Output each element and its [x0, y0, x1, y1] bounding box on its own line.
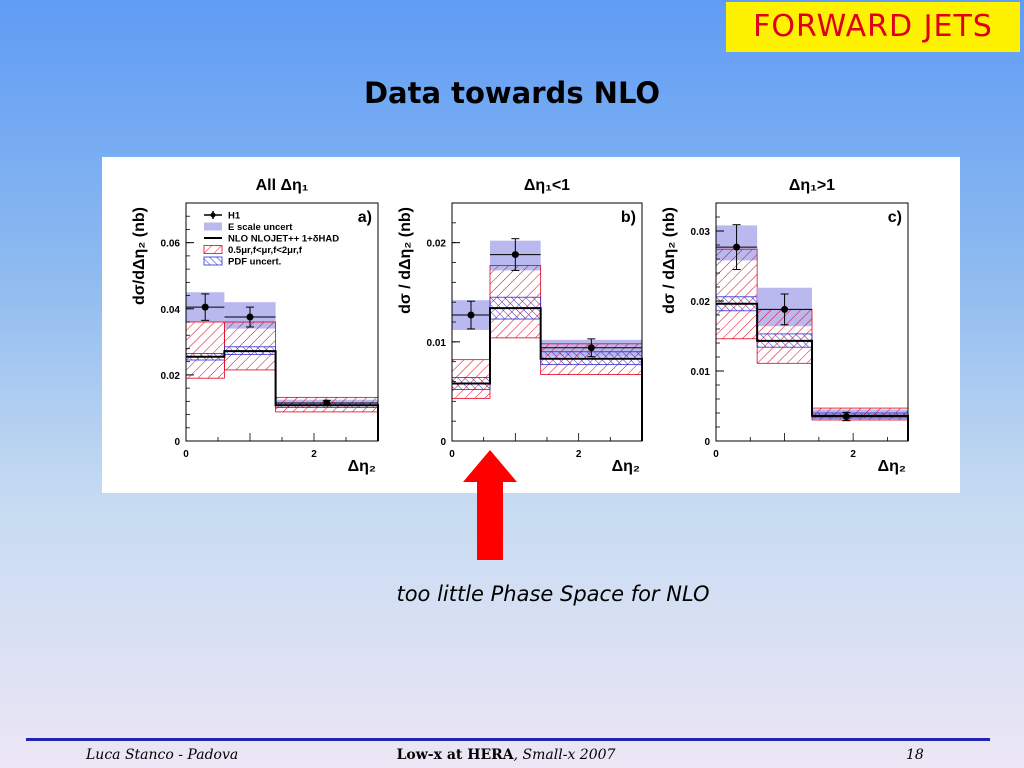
histogram-figure: 0 0.02 0.04 0.06 0 2 a) All Δη₁ Δη₂ dσ/dΔη₂ (nb) H… [131, 177, 909, 475]
x-axis-label: Δη₂ [612, 458, 640, 475]
y-tick-label: 0.06 [161, 239, 181, 250]
y-tick-label: 0.02 [427, 239, 447, 250]
panel-title: Δη₁<1 [524, 177, 570, 194]
section-badge: FORWARD JETS [726, 2, 1020, 52]
caption: too little Phase Space for NLO [396, 582, 710, 606]
h1-point [842, 413, 850, 420]
h1-point [511, 251, 519, 259]
legend-label: E scale uncert [228, 222, 293, 233]
legend-swatch-scale [203, 245, 223, 254]
h1-point [467, 311, 475, 319]
legend-label: 0.5μr,f<μr,f<2μr,f [228, 245, 303, 256]
y-tick-label: 0.01 [691, 367, 711, 378]
y-tick-label: 0 [174, 437, 180, 448]
footer-event-name: Low-x at HERA [396, 747, 514, 763]
y-tick-label: 0.02 [161, 371, 181, 382]
y-tick-label: 0.04 [161, 305, 181, 316]
panel-title: All Δη₁ [256, 177, 309, 194]
up-arrow-icon [463, 450, 517, 564]
panel-3: 0 0.01 0.02 0.03 0 2 c) Δη₁>1 Δη₂ dσ / dΔη₂ (nb) [661, 177, 909, 475]
legend-label: H1 [228, 211, 241, 222]
y-axis-label: dσ / dΔη₂ (nb) [397, 207, 414, 314]
x-tick-label: 2 [576, 449, 582, 460]
h1-point [201, 303, 209, 311]
y-tick-label: 0.03 [691, 227, 711, 238]
slide-title: Data towards NLO [363, 76, 661, 110]
h1-point [587, 344, 595, 352]
page-number: 18 [906, 747, 924, 763]
panel-title: Δη₁>1 [789, 177, 835, 194]
h1-point [733, 243, 741, 251]
scale-band [185, 321, 225, 379]
h1-point [323, 399, 331, 407]
legend-swatch-h1-dot [210, 212, 216, 218]
panel-2: 0 0.01 0.02 0 2 b) Δη₁<1 Δη₂ dσ / dΔη₂ (nb) [397, 177, 643, 475]
plot-frame [715, 202, 909, 442]
scale-band [224, 321, 277, 371]
x-tick-label: 0 [713, 449, 719, 460]
arrow-shape [463, 450, 517, 560]
y-tick-label: 0.02 [691, 297, 711, 308]
x-tick-label: 2 [311, 449, 317, 460]
footer-divider [26, 738, 990, 741]
legend-swatch-pdf [203, 256, 223, 266]
y-tick-label: 0.01 [427, 338, 447, 349]
panel-label: a) [358, 209, 372, 226]
panel-label: c) [888, 209, 902, 226]
footer-event: Low-x at HERA, Small-x 2007 [0, 747, 1012, 763]
x-axis-label: Δη₂ [878, 458, 906, 475]
x-tick-label: 2 [850, 449, 856, 460]
x-tick-label: 0 [183, 449, 189, 460]
footer-event-detail: , Small-x 2007 [513, 747, 616, 763]
y-tick-label: 0 [440, 437, 446, 448]
y-tick-label: 0 [704, 437, 710, 448]
y-axis-label: dσ / dΔη₂ (nb) [661, 207, 678, 314]
x-tick-label: 0 [449, 449, 455, 460]
h1-point [246, 313, 254, 321]
y-axis-label: dσ/dΔη₂ (nb) [131, 207, 148, 305]
panel-1: 0 0.02 0.04 0.06 0 2 a) All Δη₁ Δη₂ dσ/dΔη₂ (nb) H… [131, 177, 379, 475]
h1-point [781, 305, 789, 313]
legend-label: PDF uncert. [228, 257, 281, 268]
panel-label: b) [621, 209, 636, 226]
legend-swatch-escale [204, 222, 222, 231]
footer-author: Luca Stanco - Padova [86, 747, 239, 763]
figure-panel: 0 0.02 0.04 0.06 0 2 a) All Δη₁ Δη₂ dσ/dΔη₂ (nb) H… [102, 157, 960, 493]
x-axis-label: Δη₂ [348, 458, 376, 475]
legend-label: NLO NLOJET++ 1+δHAD [228, 234, 339, 245]
